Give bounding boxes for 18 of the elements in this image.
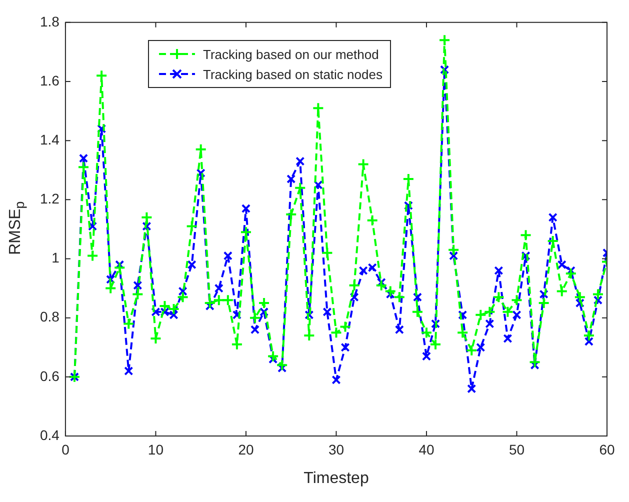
legend-label: Tracking based on our method [203,46,379,62]
y-tick-label: 1.4 [40,131,60,148]
x-tick-label: 20 [238,441,254,458]
y-tick-label: 0.8 [40,308,60,325]
x-tick-label: 40 [418,441,434,458]
y-tick-label: 1 [52,250,60,266]
x-tick-label: 0 [62,441,70,458]
y-tick-label: 0.4 [40,426,60,443]
y-tick-label: 0.6 [40,368,60,384]
x-axis-title: Timestep [304,470,369,487]
y-tick-label: 1.2 [40,190,60,207]
legend-label: Tracking based on static nodes [203,66,382,82]
y-tick-label: 1.8 [40,13,60,30]
x-tick-label: 50 [508,441,525,458]
x-tick-label: 30 [328,441,344,458]
x-tick-label: 10 [148,441,164,458]
x-tick-label: 60 [599,441,615,458]
y-tick-label: 1.6 [40,72,60,88]
